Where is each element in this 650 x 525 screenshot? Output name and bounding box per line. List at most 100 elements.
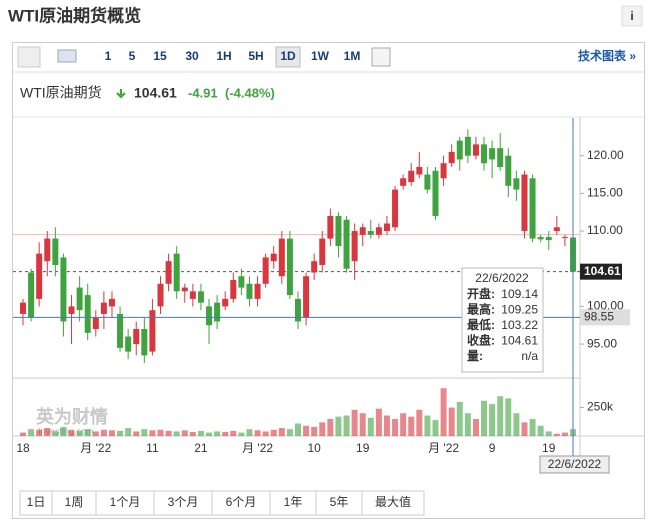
area-button[interactable] (57, 49, 77, 63)
candle-body (117, 313, 124, 348)
volume-bar (545, 431, 552, 436)
range-label[interactable]: 1周 (65, 495, 84, 509)
interval-button[interactable]: 1D (280, 49, 296, 63)
volume-bar (343, 415, 350, 436)
candle-body (20, 302, 26, 314)
candle-body (181, 287, 188, 292)
candle-body (108, 298, 115, 307)
candle-body (238, 276, 245, 288)
volume-bar (303, 425, 310, 436)
interval-active[interactable] (275, 46, 301, 68)
candle-body (400, 178, 407, 186)
range-label[interactable]: 3个月 (168, 495, 199, 509)
interval-button[interactable]: 30 (185, 49, 199, 63)
interval-button[interactable]: 15 (153, 49, 167, 63)
range-button[interactable] (211, 490, 271, 516)
candle-body (270, 253, 277, 262)
volume-tick-label: 250k (587, 400, 614, 414)
volume-bar (149, 430, 156, 436)
volume-bar (100, 429, 107, 436)
candle-body (157, 283, 164, 307)
volume-bar (222, 432, 229, 436)
interval-button[interactable]: 1 (105, 49, 112, 63)
volume-bar (117, 430, 124, 436)
candle-body (359, 227, 366, 235)
candle-body (545, 237, 552, 241)
volume-bar (173, 431, 180, 436)
tooltip-value: 109.14 (501, 287, 538, 301)
volume-bar (521, 422, 528, 436)
volume-bar (537, 425, 544, 436)
volume-bar (513, 413, 520, 436)
candle-body (440, 163, 447, 179)
volume-bar (400, 413, 407, 436)
info-button[interactable] (621, 5, 643, 27)
tooltip-value: 104.61 (501, 334, 538, 348)
candle-body (173, 253, 180, 292)
range-label[interactable]: 6个月 (226, 495, 257, 509)
date-label-box (539, 455, 610, 474)
range-label[interactable]: 1年 (284, 495, 303, 509)
candle-button[interactable] (17, 46, 41, 68)
x-tick-label: 9 (489, 441, 496, 455)
range-label[interactable]: 1日 (27, 495, 46, 509)
candle-body (375, 227, 382, 235)
range-label[interactable]: 5年 (330, 495, 349, 509)
crosshair-label-box (580, 309, 630, 326)
interval-button[interactable]: 1M (344, 49, 361, 63)
range-button[interactable] (153, 490, 213, 516)
range-button[interactable] (315, 490, 363, 516)
crosshair-label: 98.55 (584, 310, 614, 324)
range-button[interactable] (95, 490, 155, 516)
x-tick-label: 月 '22 (80, 441, 111, 455)
volume-bar (295, 423, 301, 436)
candle-body (335, 215, 342, 247)
candle-body (481, 144, 488, 164)
candle-body (149, 310, 156, 352)
volume-bar (529, 418, 536, 436)
candle-body (52, 238, 59, 265)
range-button[interactable] (269, 490, 317, 516)
volume-bar (238, 432, 245, 436)
range-label[interactable]: 1个月 (110, 495, 141, 509)
x-tick-label: 18 (16, 441, 30, 455)
candle-body (408, 170, 415, 183)
table-button[interactable] (371, 47, 391, 67)
range-button[interactable] (361, 490, 425, 516)
candle-body (343, 219, 350, 269)
volume-bar (408, 416, 415, 436)
volume-bar (327, 418, 334, 436)
volume-bar (561, 432, 568, 436)
candle-body (36, 253, 43, 299)
info-icon[interactable]: i (630, 9, 633, 23)
technical-link[interactable]: 技术图表 » (578, 48, 636, 63)
x-tick-label: 11 (146, 441, 159, 455)
volume-bar (52, 431, 59, 436)
candle-body (68, 306, 75, 314)
volume-bar (20, 432, 26, 436)
volume-bar (440, 388, 447, 436)
volume-bar (424, 415, 431, 436)
volume-bar (311, 426, 318, 436)
candle-body (222, 298, 229, 307)
interval-button[interactable]: 1W (311, 49, 330, 63)
change-percent: (-4.48%) (225, 85, 275, 100)
volume-bar (262, 431, 269, 436)
volume-bar (489, 404, 496, 436)
candle-body (133, 329, 140, 345)
candle-body (505, 155, 512, 186)
candle-body (392, 189, 399, 228)
candle-body (553, 227, 560, 232)
candle-body (165, 261, 172, 284)
interval-button[interactable]: 5 (129, 49, 136, 63)
x-tick-label: 19 (542, 441, 556, 455)
interval-button[interactable]: 5H (248, 49, 263, 63)
range-label[interactable]: 最大值 (375, 494, 411, 509)
interval-button[interactable]: 1H (216, 49, 231, 63)
volume-bar (375, 408, 382, 436)
volume-bar (448, 407, 455, 436)
x-tick-label: 月 '22 (428, 441, 459, 455)
volume-bar (254, 430, 261, 436)
volume-bar (28, 429, 35, 436)
